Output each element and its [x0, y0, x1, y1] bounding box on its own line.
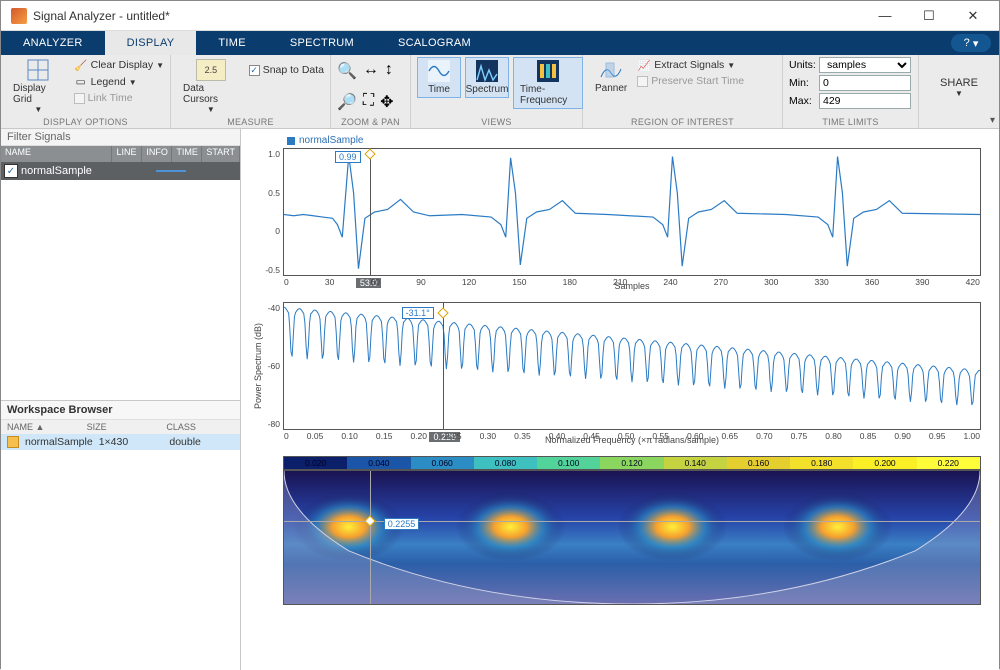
- link-time-check: Link Time: [74, 91, 164, 105]
- plot-legend: normalSample: [287, 135, 987, 146]
- time-plot[interactable]: 0.99 53.0 1.00.50-0.5 030609012015018021…: [283, 148, 981, 276]
- zoom-in-icon[interactable]: 🔍: [337, 61, 357, 81]
- cursor-y-value: 0.99: [335, 151, 361, 163]
- cursor-icon: 2.5: [196, 59, 226, 81]
- titlebar: Signal Analyzer - untitled* — ☐ ✕: [1, 1, 999, 31]
- clear-display-button[interactable]: 🧹Clear Display▼: [74, 57, 164, 73]
- display-grid-button[interactable]: Display Grid▼: [7, 57, 70, 116]
- x-axis-label: Samples: [614, 281, 649, 291]
- extract-icon: 📈: [637, 58, 651, 72]
- time-view-button[interactable]: Time: [417, 57, 461, 98]
- extract-signals-button[interactable]: 📈Extract Signals▼: [637, 57, 744, 73]
- x-axis-label: Normalized Frequency (×π radians/sample): [545, 435, 719, 445]
- workspace-var-class: double: [169, 436, 234, 448]
- tab-display[interactable]: DISPLAY: [105, 31, 197, 55]
- time-frequency-view-button[interactable]: Time-Frequency: [513, 57, 583, 109]
- fit-icon[interactable]: ⛶: [363, 92, 374, 110]
- scalogram-icon: [537, 60, 559, 82]
- window-controls: — ☐ ✕: [863, 2, 995, 30]
- cursor-y-value: -31.1°: [402, 307, 434, 319]
- group-label: VIEWS: [417, 117, 576, 128]
- min-label: Min:: [789, 77, 819, 89]
- min-input[interactable]: [819, 75, 911, 91]
- close-button[interactable]: ✕: [951, 2, 995, 30]
- legend-icon: ▭: [74, 75, 88, 89]
- variable-icon: [7, 436, 19, 448]
- tab-time[interactable]: TIME: [196, 31, 267, 55]
- help-button[interactable]: ? ▾: [951, 34, 991, 52]
- panner-icon: [600, 59, 622, 81]
- group-label: MEASURE: [177, 117, 324, 128]
- spectrum-view-button[interactable]: Spectrum: [465, 57, 509, 98]
- workspace-var-size: 1×430: [99, 436, 164, 448]
- signal-line-preview: [156, 166, 186, 176]
- time-wave-icon: [428, 60, 450, 82]
- workspace-browser-title: Workspace Browser: [1, 400, 240, 420]
- display-area: normalSample 0.99 53.0 1.00.50-0.5 03060…: [241, 129, 999, 670]
- snap-to-data-check[interactable]: ✓Snap to Data: [249, 63, 324, 77]
- workspace-row[interactable]: normalSample 1×430 double: [1, 434, 240, 450]
- zoom-x-icon[interactable]: ↔: [363, 61, 379, 79]
- workspace-var-name: normalSample: [25, 436, 93, 448]
- workspace-header: NAME ▲SIZECLASS: [1, 420, 240, 434]
- clear-icon: 🧹: [74, 58, 88, 72]
- window-title: Signal Analyzer - untitled*: [33, 9, 863, 23]
- max-input[interactable]: [819, 93, 911, 109]
- filter-signals-label: Filter Signals: [1, 129, 240, 146]
- group-label: [925, 117, 993, 128]
- ribbon: Display Grid▼ 🧹Clear Display▼ ▭Legend▼ L…: [1, 55, 999, 129]
- panner-button[interactable]: Panner: [589, 57, 633, 96]
- spectrum-plot[interactable]: -31.1° 0.229 -40-60-80 00.050.100.150.20…: [283, 302, 981, 430]
- maximize-button[interactable]: ☐: [907, 2, 951, 30]
- units-select[interactable]: samples: [819, 57, 911, 73]
- group-label: REGION OF INTEREST: [589, 117, 776, 128]
- group-label: DISPLAY OPTIONS: [7, 117, 164, 128]
- max-label: Max:: [789, 95, 819, 107]
- zoom-y-icon[interactable]: ↕: [385, 61, 393, 79]
- toolstrip-tabs: ANALYZER DISPLAY TIME SPECTRUM SCALOGRAM…: [1, 31, 999, 55]
- zoom-out-icon[interactable]: 🔎: [337, 92, 357, 112]
- signal-checkbox[interactable]: ✓: [4, 164, 18, 178]
- legend-button[interactable]: ▭Legend▼: [74, 74, 164, 90]
- tab-analyzer[interactable]: ANALYZER: [1, 31, 105, 55]
- matlab-icon: [11, 8, 27, 24]
- time-limits-panel: Units: samples Min: Max:: [789, 57, 911, 109]
- tab-scalogram[interactable]: SCALOGRAM: [376, 31, 493, 55]
- units-label: Units:: [789, 59, 819, 71]
- signal-row[interactable]: ✓ normalSample: [1, 162, 240, 180]
- minimize-button[interactable]: —: [863, 2, 907, 30]
- y-axis-label: Power Spectrum (dB): [253, 323, 263, 409]
- signal-name: normalSample: [21, 165, 92, 177]
- preserve-start-check: Preserve Start Time: [637, 74, 744, 88]
- share-button[interactable]: SHARE▼: [934, 75, 984, 100]
- data-cursors-button[interactable]: 2.5 Data Cursors▼: [177, 57, 245, 116]
- spectrum-icon: [476, 60, 498, 82]
- scalogram-colorbar: 0.0200.0400.0600.0800.1000.1200.1400.160…: [283, 456, 981, 470]
- scalogram-plot[interactable]: 0.2255 0.229 53.0 1.000.2290.060.02 0306…: [283, 470, 981, 605]
- group-label: ZOOM & PAN: [337, 117, 404, 128]
- tab-spectrum[interactable]: SPECTRUM: [268, 31, 376, 55]
- signals-panel: Filter Signals NAME LINE INFO TIME START…: [1, 129, 241, 670]
- group-label: TIME LIMITS: [789, 117, 912, 128]
- signals-header: NAME LINE INFO TIME START: [1, 146, 240, 162]
- grid-icon: [27, 59, 49, 81]
- pan-icon[interactable]: ✥: [380, 92, 393, 112]
- cursor-point-value: 0.2255: [384, 518, 420, 530]
- ribbon-expand-icon[interactable]: ▾: [990, 115, 995, 126]
